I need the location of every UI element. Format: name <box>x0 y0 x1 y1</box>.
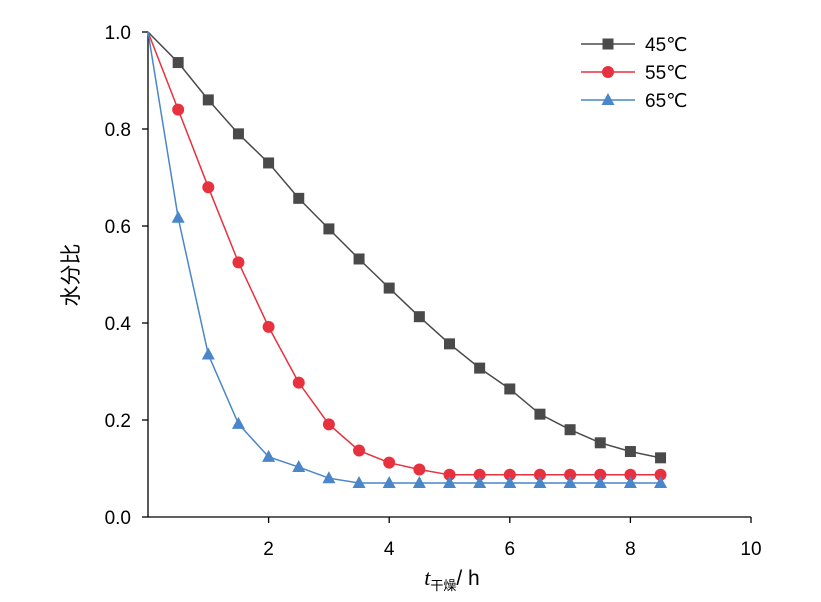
series-1 <box>147 31 667 464</box>
data-point <box>232 128 244 140</box>
series-line <box>147 31 661 484</box>
data-point <box>293 192 305 204</box>
data-point <box>322 471 336 484</box>
legend-label: 45℃ <box>645 35 687 56</box>
data-point <box>654 476 668 489</box>
x-axis-title-unit: / h <box>456 567 479 590</box>
data-point <box>473 476 487 489</box>
series-line <box>147 31 661 476</box>
x-axis-title-main: t <box>424 565 431 590</box>
series-3 <box>147 31 668 489</box>
data-point <box>654 468 667 481</box>
y-tick-label: 0.2 <box>105 411 131 432</box>
x-tick-label: 4 <box>384 539 395 560</box>
data-point <box>533 476 547 489</box>
data-point <box>563 476 577 489</box>
data-point <box>231 416 245 429</box>
data-point <box>443 476 456 489</box>
data-point <box>593 476 607 489</box>
series-layer <box>147 31 668 489</box>
data-point <box>534 408 546 420</box>
data-point <box>263 157 275 169</box>
data-point <box>322 418 335 431</box>
y-tick-label: 0.6 <box>105 217 131 238</box>
series-2 <box>147 31 667 481</box>
data-point <box>202 181 215 194</box>
legend-item-2: 55℃ <box>581 63 687 84</box>
data-point <box>503 476 517 489</box>
legend-item-3: 65℃ <box>581 91 687 112</box>
data-point <box>262 320 275 333</box>
axes <box>147 32 751 518</box>
y-tick-label: 0.0 <box>105 508 131 529</box>
y-tick-label: 1.0 <box>105 23 131 44</box>
data-point <box>323 223 335 235</box>
x-tick-label: 10 <box>740 539 761 560</box>
data-point <box>443 468 456 481</box>
y-tick-label: 0.8 <box>105 120 131 141</box>
x-axis-title-sub: 干燥 <box>430 579 456 594</box>
data-point <box>201 347 215 360</box>
x-axis-title: t干燥/ h <box>424 565 480 594</box>
x-tick-label: 8 <box>625 539 636 560</box>
legend-marker <box>602 66 614 78</box>
data-point <box>594 468 607 481</box>
data-point <box>232 256 245 269</box>
legend: 45℃ 55℃ 65℃ <box>581 35 687 112</box>
data-point <box>353 444 366 457</box>
data-point <box>382 476 396 489</box>
data-point <box>474 362 486 374</box>
data-point <box>172 103 185 116</box>
legend-marker <box>602 38 614 50</box>
data-point <box>624 468 637 481</box>
data-point <box>594 437 606 449</box>
data-point <box>564 468 577 481</box>
data-point <box>353 253 365 265</box>
data-point <box>413 311 425 323</box>
data-point <box>412 476 426 489</box>
y-axis-title: 水分比 <box>59 244 83 307</box>
data-point <box>503 468 516 481</box>
x-tick-label: 2 <box>263 539 274 560</box>
legend-item-1: 45℃ <box>581 35 687 56</box>
data-point <box>172 57 184 69</box>
legend-label: 55℃ <box>645 63 687 84</box>
x-tick-label: 6 <box>505 539 516 560</box>
data-point <box>352 476 366 489</box>
data-point <box>624 446 636 458</box>
data-point <box>292 376 305 389</box>
data-point <box>383 456 396 469</box>
legend-marker <box>601 93 615 105</box>
data-point <box>504 383 516 395</box>
data-point <box>473 468 486 481</box>
y-tick-label: 0.4 <box>105 314 132 335</box>
data-point <box>564 424 576 436</box>
data-point <box>171 210 185 223</box>
data-point <box>292 460 306 473</box>
legend-label: 65℃ <box>645 91 687 112</box>
data-point <box>262 449 276 462</box>
data-point <box>413 463 426 476</box>
data-point <box>444 338 455 350</box>
data-point <box>623 476 637 489</box>
data-point <box>202 94 214 106</box>
data-point <box>533 468 546 481</box>
data-point <box>655 452 667 464</box>
ticks: 0.0 0.2 0.4 0.6 0.8 1.0 2 4 6 8 10 <box>105 23 762 560</box>
data-point <box>383 282 395 294</box>
